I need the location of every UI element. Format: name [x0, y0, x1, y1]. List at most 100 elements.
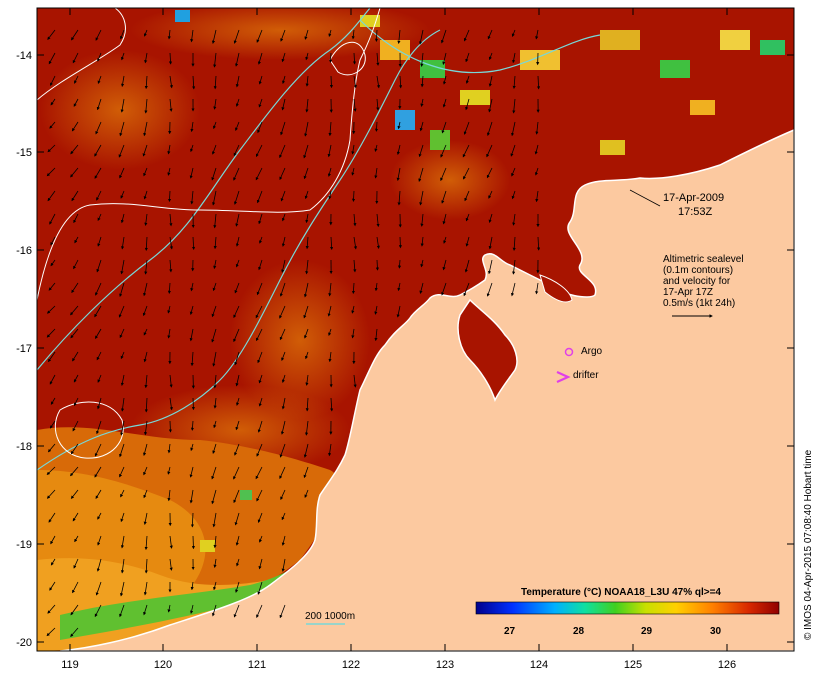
velocity-arrow — [118, 144, 125, 158]
velocity-arrow — [304, 489, 309, 498]
velocity-arrow — [169, 98, 173, 112]
velocity-arrow — [234, 190, 240, 205]
velocity-arrow — [374, 328, 378, 342]
velocity-arrow — [488, 98, 493, 113]
velocity-arrow — [190, 443, 194, 452]
velocity-arrow — [46, 328, 56, 338]
velocity-arrow — [329, 236, 334, 251]
velocity-arrow — [256, 328, 263, 342]
velocity-arrow — [465, 213, 470, 222]
velocity-arrow — [235, 75, 240, 88]
velocity-arrow — [169, 397, 173, 411]
sealevel-contour-eddy — [54, 401, 124, 459]
velocity-arrow — [97, 397, 102, 410]
velocity-arrow — [305, 236, 309, 250]
velocity-arrow — [304, 121, 309, 137]
cloud-speckle-north — [175, 10, 785, 552]
velocity-arrow — [328, 282, 332, 297]
colorbar-tick-28: 28 — [573, 626, 585, 637]
velocity-arrow — [213, 75, 217, 90]
velocity-arrow — [167, 443, 171, 454]
velocity-arrow — [234, 282, 240, 294]
velocity-arrow — [48, 351, 56, 363]
velocity-arrow — [97, 75, 102, 84]
velocity-arrow — [143, 29, 148, 37]
velocity-arrow — [143, 328, 148, 336]
velocity-arrow — [257, 581, 263, 595]
velocity-arrow — [167, 282, 172, 294]
velocity-arrow — [420, 259, 424, 268]
velocity-arrow — [305, 52, 309, 61]
velocity-arrow — [256, 443, 263, 457]
velocity-arrow — [211, 604, 217, 617]
velocity-arrow — [418, 167, 424, 182]
velocity-arrow — [169, 75, 173, 89]
velocity-arrow — [95, 121, 102, 135]
velocity-arrow — [327, 167, 332, 177]
velocity-arrow — [74, 236, 79, 244]
velocity-arrow — [167, 328, 171, 339]
velocity-arrow — [511, 190, 516, 200]
velocity-arrow — [512, 98, 516, 114]
velocity-arrow — [376, 98, 380, 111]
velocity-arrow — [534, 167, 539, 176]
velocity-arrow — [376, 52, 380, 66]
velocity-arrow — [119, 604, 125, 618]
velocity-arrow — [236, 558, 240, 567]
velocity-arrow — [167, 190, 172, 203]
velocity-arrow — [235, 213, 240, 227]
velocity-arrow — [418, 144, 424, 158]
sealevel-contour-3 — [329, 42, 366, 76]
velocity-arrow — [95, 489, 102, 500]
velocity-arrow — [375, 259, 380, 271]
velocity-arrow — [96, 98, 102, 111]
velocity-arrow — [70, 466, 79, 477]
velocity-arrow — [396, 144, 401, 156]
velocity-arrow — [462, 144, 470, 158]
velocity-arrow — [211, 328, 217, 343]
velocity-arrow — [235, 420, 240, 431]
velocity-arrow — [282, 75, 286, 85]
velocity-arrow — [233, 144, 240, 157]
latitude-axis: -14 -15 -16 -17 -18 -19 -20 — [16, 50, 794, 649]
velocity-arrow — [464, 190, 470, 202]
velocity-arrow — [47, 29, 56, 40]
velocity-arrow — [256, 29, 263, 43]
velocity-arrow — [256, 604, 263, 618]
colorbar-tick-27: 27 — [504, 626, 516, 637]
velocity-arrow — [72, 420, 79, 432]
velocity-arrow — [281, 374, 286, 383]
velocity-arrow — [97, 236, 102, 247]
velocity-arrow — [70, 167, 79, 178]
velocity-arrow — [213, 98, 217, 110]
velocity-arrow — [169, 213, 173, 227]
velocity-arrow — [441, 190, 447, 204]
velocity-arrow — [167, 167, 171, 176]
velocity-arrow — [144, 52, 148, 64]
velocity-arrow — [167, 604, 171, 613]
velocity-arrow — [189, 328, 194, 342]
velocity-arrow — [235, 52, 240, 67]
velocity-arrow — [213, 420, 217, 429]
velocity-arrow — [443, 75, 447, 85]
colorbar-tick-30: 30 — [710, 626, 722, 637]
velocity-arrow — [144, 558, 148, 574]
velocity-arrow — [74, 397, 79, 407]
velocity-arrow — [190, 190, 194, 205]
longitude-axis: 119 120 121 122 123 124 125 126 — [61, 8, 736, 671]
velocity-arrow — [353, 98, 357, 112]
velocity-arrow — [352, 52, 357, 65]
velocity-arrow — [190, 144, 194, 153]
velocity-arrow — [488, 52, 493, 61]
velocity-arrow — [189, 305, 194, 315]
velocity-arrow — [512, 259, 516, 275]
velocity-arrow — [281, 52, 286, 63]
velocity-arrow — [143, 443, 148, 456]
lon-label: 121 — [248, 659, 266, 671]
velocity-arrow — [511, 29, 516, 37]
velocity-arrow — [257, 52, 263, 65]
velocity-arrow — [74, 75, 79, 84]
velocity-arrow — [94, 466, 102, 478]
velocity-arrow — [167, 489, 171, 502]
velocity-arrow — [304, 420, 309, 436]
